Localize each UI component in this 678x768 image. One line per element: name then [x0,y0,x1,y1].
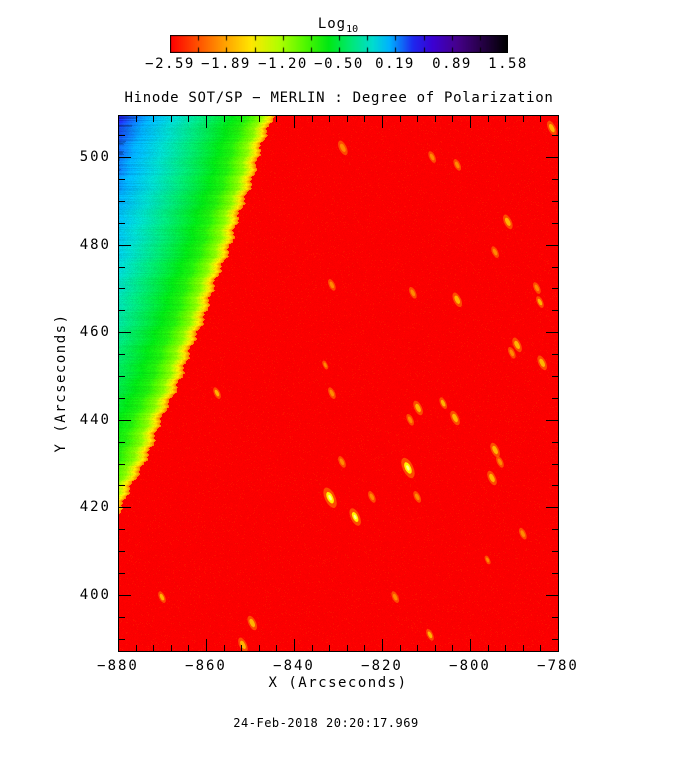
y-tick-label: 440 [79,412,111,428]
y-axis-title: Y (Arcseconds) [53,313,69,453]
colorbar-tick-label: −0.50 [314,56,364,72]
x-tick-label: −780 [537,658,579,674]
x-tick-label: −840 [273,658,315,674]
colorbar-tick-label: 0.89 [432,56,472,72]
colorbar-tick-label: −1.89 [201,56,251,72]
page-title: Hinode SOT/SP − MERLIN : Degree of Polar… [124,90,554,106]
colorbar-tick-label: 1.58 [488,56,528,72]
y-tick-label: 500 [79,149,111,165]
x-axis-title: X (Arcseconds) [268,675,408,691]
colorbar-tick-label: −1.20 [258,56,308,72]
y-tick-label: 480 [79,237,111,253]
colorbar-gradient [170,35,508,53]
x-tick-label: −800 [449,658,491,674]
y-tick-label: 420 [79,499,111,515]
x-tick-label: −860 [185,658,227,674]
y-tick-label: 460 [79,324,111,340]
x-tick-label: −880 [97,658,139,674]
heatmap-image [118,115,559,652]
colorbar-title-main: Log [317,16,347,32]
colorbar-title-sub: 10 [346,23,359,35]
colorbar-tick-label: 0.19 [375,56,415,72]
y-tick-label: 400 [79,587,111,603]
colorbar-tick-label: −2.59 [145,56,195,72]
timestamp: 24-Feb-2018 20:20:17.969 [233,716,419,730]
colorbar-title: Log10 [318,16,358,35]
x-tick-label: −820 [361,658,403,674]
